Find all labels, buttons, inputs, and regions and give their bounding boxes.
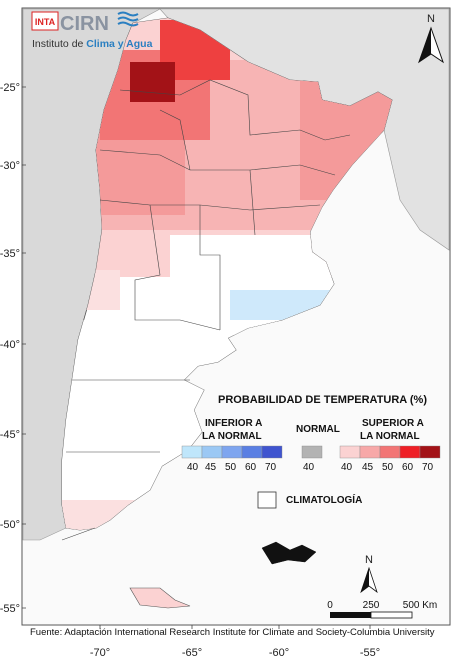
inta-logo-text: INTA	[35, 17, 56, 27]
lon-label: -55°	[360, 647, 380, 659]
legend-normal-swatch	[301, 445, 323, 459]
water-waves-icon	[117, 11, 139, 27]
legend-above-value: 45	[362, 462, 374, 473]
legend-above-value: 70	[422, 462, 434, 473]
lon-label: -60°	[269, 647, 289, 659]
legend-below-value: 50	[225, 462, 237, 473]
institute-logo: INTA CIRN Instituto de Clima y Agua	[31, 11, 153, 50]
legend-swatch	[201, 445, 223, 459]
legend-climatology-swatch	[257, 491, 277, 509]
legend-title: PROBABILIDAD DE TEMPERATURA (%)	[218, 394, 427, 406]
north-arrow-label: N	[427, 13, 435, 25]
legend-swatch	[221, 445, 243, 459]
scale-north-label: N	[365, 554, 373, 566]
legend-swatch	[359, 445, 381, 459]
legend-swatch	[419, 445, 441, 459]
legend-below-line1: INFERIOR A	[205, 418, 262, 429]
legend-swatch	[339, 445, 361, 459]
scale-label: 0	[327, 600, 333, 611]
legend-below-value: 45	[205, 462, 217, 473]
lat-label: -40°	[0, 339, 20, 351]
inta-badge	[31, 11, 59, 31]
legend-climatology-label: CLIMATOLOGÍA	[286, 493, 362, 506]
lon-label: -70°	[90, 647, 110, 659]
legend-swatch	[261, 445, 283, 459]
scale-bar-white	[370, 611, 413, 619]
legend-below-value: 70	[265, 462, 277, 473]
legend-above-swatches	[339, 445, 441, 459]
legend-swatch	[181, 445, 203, 459]
malvinas-islands	[261, 541, 317, 565]
legend-normal-value: 40	[303, 462, 315, 473]
tierra-del-fuego	[129, 587, 191, 609]
lat-label: -35°	[0, 248, 20, 260]
scale-label: 500 Km	[403, 600, 437, 611]
legend-above-value: 40	[341, 462, 353, 473]
lat-label: -50°	[0, 519, 20, 531]
lat-label: -25°	[0, 82, 20, 94]
north-arrow: N	[418, 13, 444, 64]
legend-swatch	[241, 445, 263, 459]
legend-above-value: 60	[402, 462, 414, 473]
longitude-axis: -70° -65° -60° -55°	[90, 625, 380, 659]
legend-below-value: 60	[245, 462, 257, 473]
legend-above-line1: SUPERIOR A	[362, 418, 424, 429]
institute-name: Instituto de Clima y Agua	[32, 38, 153, 50]
legend-above-line2: LA NORMAL	[360, 431, 420, 442]
legend-normal-label: NORMAL	[296, 424, 340, 435]
legend-swatch	[399, 445, 421, 459]
latitude-axis: -25° -30° -35° -40° -45° -50° -55°	[0, 82, 26, 615]
legend-above-value: 50	[382, 462, 394, 473]
province-boundaries	[61, 79, 351, 541]
lat-label: -30°	[0, 160, 20, 172]
scale-area: N 0 250 500 Km	[327, 554, 437, 619]
scale-bar-black	[330, 612, 371, 618]
legend-below-swatches	[181, 445, 283, 459]
source-text: Fuente: Adaptación International Researc…	[30, 627, 435, 638]
legend-swatch	[379, 445, 401, 459]
cirn-logo-text: CIRN	[60, 13, 109, 35]
lat-label: -55°	[0, 603, 20, 615]
legend: PROBABILIDAD DE TEMPERATURA (%) INFERIOR…	[181, 394, 441, 509]
lat-label: -45°	[0, 429, 20, 441]
scale-label: 250	[363, 600, 380, 611]
legend-below-value: 40	[187, 462, 199, 473]
lon-label: -65°	[182, 647, 202, 659]
legend-below-line2: LA NORMAL	[202, 431, 262, 442]
